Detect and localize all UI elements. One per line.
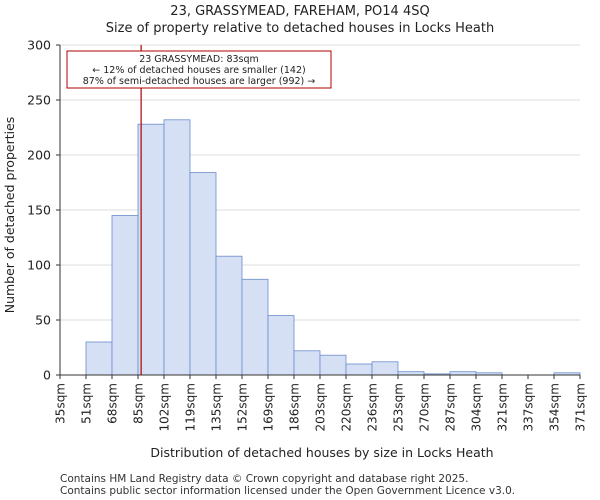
annotation-smaller: ← 12% of detached houses are smaller (14…	[92, 65, 305, 76]
y-tick-label: 100	[27, 258, 51, 273]
bar-220sqm	[345, 363, 373, 376]
x-tick-label: 337sqm	[522, 383, 536, 431]
x-tick-label: 321sqm	[496, 383, 510, 431]
bar-102sqm	[163, 119, 191, 376]
x-tick-label: 287sqm	[444, 383, 458, 431]
annotation-box	[66, 50, 332, 89]
y-tick-label: 50	[35, 313, 51, 328]
x-tick-label: 203sqm	[314, 383, 328, 431]
annotation-larger: 87% of semi-detached houses are larger (…	[83, 76, 316, 87]
bar-51sqm	[85, 341, 113, 376]
chart-title: 23, GRASSYMEAD, FAREHAM, PO14 4SQ	[170, 4, 430, 19]
bar-169sqm	[267, 315, 295, 376]
x-tick-label: 68sqm	[106, 383, 120, 424]
bar-203sqm	[319, 354, 347, 376]
x-tick-label: 119sqm	[184, 383, 198, 431]
bar-135sqm	[215, 255, 243, 376]
y-tick-label: 200	[27, 148, 51, 163]
x-tick-label: 253sqm	[392, 383, 406, 431]
x-tick-label: 152sqm	[236, 383, 250, 431]
x-tick-label: 169sqm	[262, 383, 276, 431]
footer-copyright: Contains HM Land Registry data © Crown c…	[60, 473, 469, 485]
bar-85sqm	[137, 123, 165, 376]
x-axis-label: Distribution of detached houses by size …	[150, 445, 493, 460]
y-tick-label: 250	[27, 93, 51, 108]
footer-licence: Contains public sector information licen…	[60, 485, 516, 497]
x-tick-label: 35sqm	[54, 383, 68, 424]
y-axis-label: Number of detached properties	[2, 117, 17, 314]
bar-186sqm	[293, 350, 321, 376]
x-tick-label: 354sqm	[548, 383, 562, 431]
x-tick-label: 102sqm	[158, 383, 172, 431]
annotation-title: 23 GRASSYMEAD: 83sqm	[139, 54, 259, 65]
bar-152sqm	[241, 278, 269, 376]
bar-68sqm	[111, 215, 139, 376]
chart-subtitle: Size of property relative to detached ho…	[105, 21, 495, 36]
x-tick-label: 220sqm	[340, 383, 354, 431]
x-tick-label: 135sqm	[210, 383, 224, 431]
x-tick-label: 304sqm	[470, 383, 484, 431]
bar-119sqm	[189, 172, 217, 376]
x-tick-label: 85sqm	[132, 383, 146, 424]
x-tick-label: 236sqm	[366, 383, 380, 431]
y-tick-label: 0	[43, 368, 51, 383]
x-tick-label: 371sqm	[574, 383, 588, 431]
x-tick-label: 270sqm	[418, 383, 432, 431]
x-tick-label: 51sqm	[80, 383, 94, 424]
y-tick-label: 300	[27, 38, 51, 53]
x-tick-label: 186sqm	[288, 383, 302, 431]
bar-236sqm	[371, 361, 399, 376]
y-tick-label: 150	[27, 203, 51, 218]
